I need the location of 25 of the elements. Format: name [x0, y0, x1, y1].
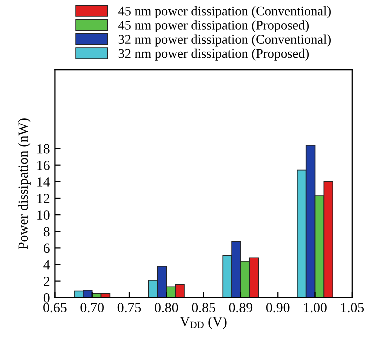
x-tick-label: 0.85: [192, 303, 216, 313]
y-tick-label: 10: [38, 210, 50, 220]
legend-label: 32 nm power dissipation (Proposed): [118, 48, 309, 61]
y-tick-label: 14: [38, 178, 50, 187]
x-tick-label: 0.65: [44, 303, 67, 313]
y-tick-label: 18: [38, 144, 50, 154]
y-tick-label: 8: [44, 227, 50, 237]
y-tick-label: 2: [44, 276, 50, 286]
legend-label: 45 nm power dissipation (Conventional): [118, 6, 331, 18]
x-tick-label: 0.70: [80, 303, 104, 313]
x-tick-label: 0.90: [266, 303, 290, 313]
x-tick-label: 1.05: [341, 303, 364, 313]
x-tick-label: 0.80: [155, 303, 178, 313]
y-tick-label: 4: [44, 260, 50, 270]
y-tick-label: 0: [44, 293, 50, 303]
legend-label: 45 nm power dissipation (Proposed): [118, 20, 309, 33]
y-axis-title: Power dissipation (nW): [18, 118, 31, 250]
x-tick-label: 1.00: [304, 303, 327, 313]
y-tick-label: 6: [44, 244, 50, 254]
y-tick-label: 16: [38, 160, 50, 170]
legend-label: 32 nm power dissipation (Conventional): [118, 34, 331, 47]
x-tick-label: 0.89: [229, 303, 253, 313]
x-tick-label: 0.75: [118, 303, 142, 313]
y-tick-label: 12: [38, 194, 50, 204]
x-axis-title: V$_{DD}$ (V): [180, 316, 227, 330]
